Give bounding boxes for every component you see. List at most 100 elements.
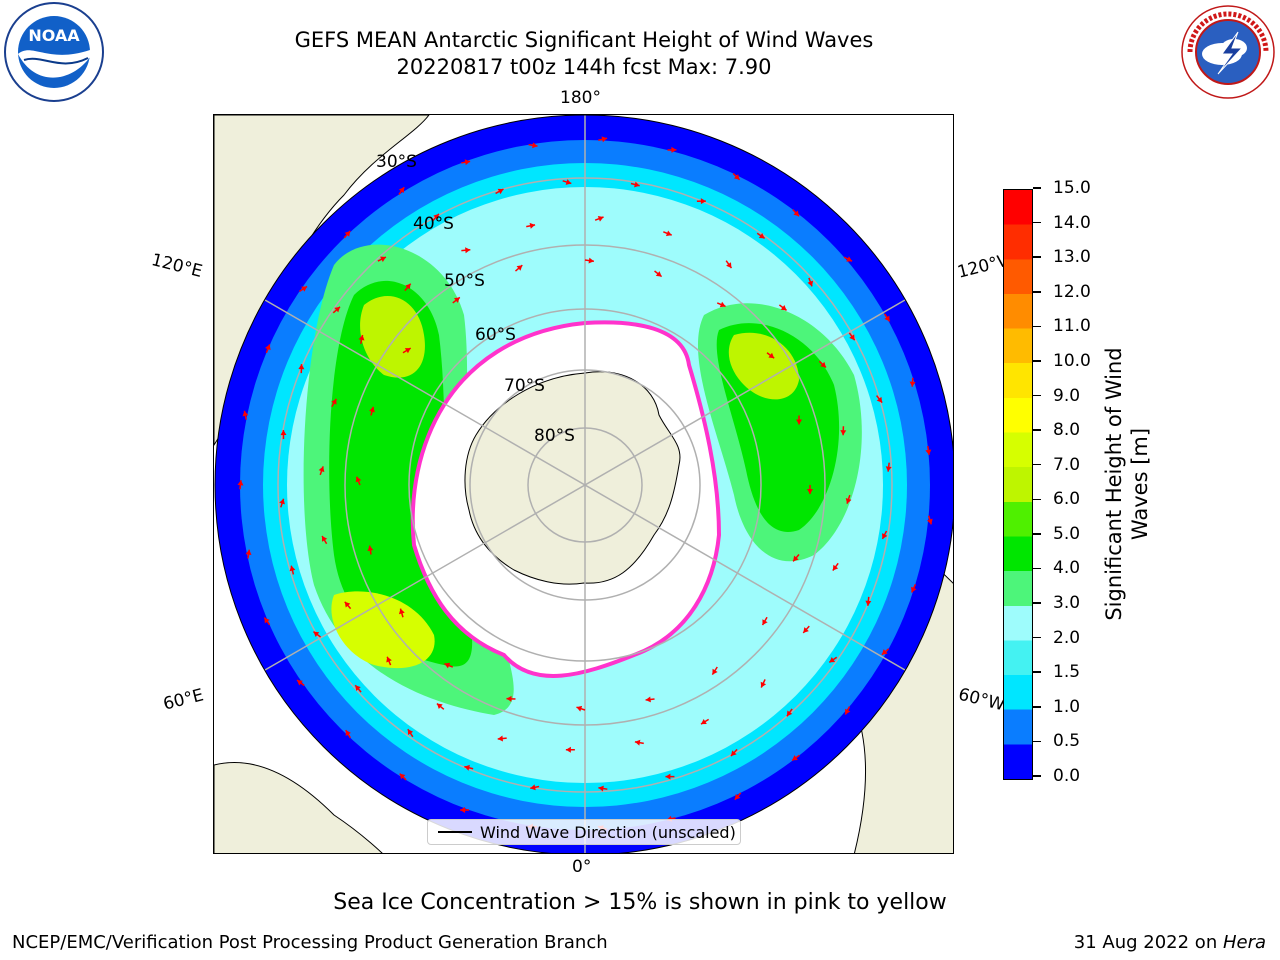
colorbar-tick-label: 10.0 [1033,352,1091,370]
wave-direction-arrowhead [760,681,767,688]
wave-direction-arrowhead [301,286,308,292]
lat-label-80s: 80°S [534,426,575,446]
wave-direction-arrowhead [925,449,932,455]
wave-direction-arrowhead [665,773,671,780]
wave-direction-arrowhead [820,361,826,368]
wave-direction-arrowhead [845,498,852,504]
colorbar-tick-label: 14.0 [1033,214,1091,232]
wave-direction-arrowhead [885,466,892,472]
lon-label-0: 0° [572,857,592,877]
wave-direction-arrowhead [334,306,341,313]
lat-label-30s: 30°S [376,152,417,172]
wave-direction-arrowhead [701,718,707,725]
wave-direction-arrowhead [298,364,305,370]
wave-direction-arrowhead [700,198,706,205]
footer-credit: NCEP/EMC/Verification Post Processing Pr… [12,932,608,953]
wave-direction-arrowhead [318,466,325,473]
wave-direction-arrowhead [780,304,787,311]
wave-direction-arrowhead [849,334,855,341]
lon-label-180: 180° [560,88,601,108]
wave-direction-arrowhead [734,793,741,800]
africa-land [214,761,383,853]
wave-direction-arrowhead [358,335,365,341]
colorbar-tick-label: 5.0 [1033,525,1080,543]
wave-direction-arrowhead [909,381,916,387]
lon-label-60w: 60°W [956,684,1007,716]
wave-direction-arrowhead [237,480,244,486]
colorbar-label: Significant Height of Wind Waves [m] [1102,347,1152,621]
wave-direction-arrowhead [731,750,737,757]
wave-direction-arrowhead [460,806,466,813]
wave-direction-arrowhead [398,608,405,615]
lat-label-40s: 40°S [413,214,454,234]
wave-direction-arrowhead [803,627,809,633]
footer-date-text: 31 Aug 2022 on [1073,932,1223,953]
colorbar-tick-label: 9.0 [1033,387,1080,405]
wave-direction-arrowhead [792,755,798,761]
wave-direction-arrowhead [279,498,285,505]
wave-direction-arrowhead [796,419,803,425]
wave-direction-arrowhead [565,746,571,753]
wave-direction-arrowhead [634,181,640,188]
wave-direction-arrowhead [881,649,888,655]
wave-direction-arrowhead [245,549,252,556]
wave-direction-arrowhead [465,247,471,254]
wave-direction-arrowhead [407,729,414,736]
colorbar-tick-label: 12.0 [1033,283,1091,301]
wave-direction-arrowhead [876,396,883,403]
wave-direction-arrowhead [588,257,594,264]
wave-direction-arrowhead [331,398,337,405]
wave-direction-arrowhead [321,535,328,542]
map-subtitle: 20220817 t00z 144h fcst Max: 7.90 [396,55,772,79]
wave-direction-arrowhead [865,600,872,606]
wave-direction-arrowhead [829,657,836,663]
colorbar-tick-label: 15.0 [1033,180,1091,197]
colorbar-tick-label: 2.0 [1033,629,1080,647]
colorbar-tick-label: 13.0 [1033,249,1091,266]
wave-direction-arrowhead [313,631,320,638]
wave-direction-arrowhead [598,785,604,792]
wave-direction-arrowhead [768,352,775,359]
wave-direction-arrowhead [532,142,538,149]
wave-direction-arrowhead [355,685,361,691]
map-legend: Wind Wave Direction (unscaled) [427,819,741,845]
colorbar-tick-label: 1.5 [1033,664,1080,681]
wave-direction-arrowhead [399,773,406,780]
wave-direction-arrowhead [597,215,604,222]
wave-direction-arrowhead [576,705,583,712]
wave-direction-arrowhead [786,710,793,717]
colorbar [1003,189,1033,780]
wave-direction-arrowhead [380,256,386,262]
lon-label-60e: 60°E [161,685,206,715]
wave-direction-arrowhead [926,518,933,525]
wave-direction-arrowhead [433,213,439,220]
wave-direction-arrowhead [436,703,443,710]
wave-direction-arrowhead [807,280,814,287]
lat-label-70s: 70°S [504,376,545,396]
wave-direction-arrowhead [565,179,572,185]
wave-direction-arrowhead [645,696,651,703]
colorbar-tick-label: 7.0 [1033,456,1080,474]
wave-direction-arrowhead [762,619,768,626]
wave-direction-arrowhead [671,146,677,153]
wave-direction-arrowhead [807,489,813,494]
wave-field-west-peak [360,296,425,378]
lon-label-120e: 120°E [149,250,205,282]
footer-date: 31 Aug 2022 on Hera [1074,932,1266,953]
wave-direction-arrowhead [497,735,503,742]
wave-direction-arrowhead [844,708,851,715]
wave-direction-arrowhead [665,230,672,237]
noaa-logo: NOAA [4,2,104,102]
wave-direction-arrowhead [882,533,888,539]
colorbar-tick-label: 3.0 [1033,595,1080,612]
colorbar-ticks: 0.0 0.5 1.0 1.5 2.0 3.0 4.0 5.0 6.0 7.0 8.0 9.0 10.0… [1033,180,1113,785]
wave-direction-arrowhead [289,565,296,572]
wave-direction-arrowhead [398,187,405,193]
wind-wave-direction-arrows [237,136,933,831]
wave-direction-arrowhead [793,210,800,217]
wave-direction-arrowhead [265,344,271,351]
lat-label-60s: 60°S [475,325,516,345]
colorbar-tick-label: 11.0 [1033,318,1091,335]
colorbar-tick-label: 0.5 [1033,733,1080,750]
legend-label: Wind Wave Direction (unscaled) [480,822,736,842]
